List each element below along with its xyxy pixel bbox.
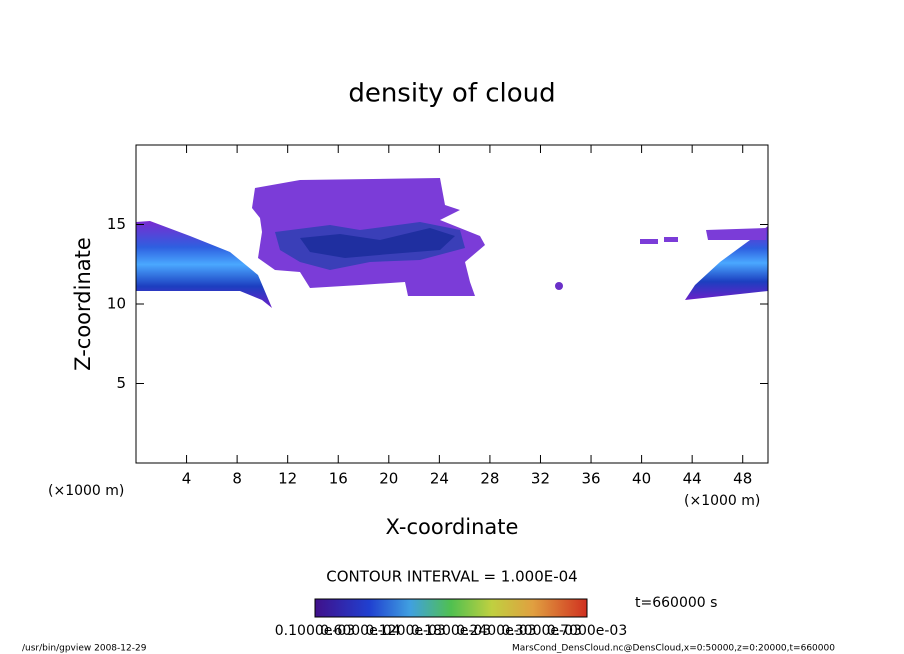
colorbar-label: 0.6000e-04 [320,623,401,639]
x-tick-label: 8 [232,470,242,488]
colorbar-label: 0.3000e-03 [501,623,581,639]
y-tick-label: 10 [107,295,126,313]
plot-frame [135,144,769,464]
x-tick-label: 32 [531,470,550,488]
x-tick-label: 48 [733,470,752,488]
contour-field [136,178,768,308]
x-tick-label: 40 [632,470,651,488]
colorbar-label: 0.1800e-03 [411,623,491,639]
colorbar [314,598,588,618]
footer-right: MarsCond_DensCloud.nc@DensCloud,x=0:5000… [512,644,835,654]
x-tick-label: 20 [379,470,398,488]
x-unit: (×1000 m) [48,483,124,499]
y-axis-label: Z-coordinate [71,237,95,371]
colorbar-label: 0.7000e-03 [547,623,627,639]
chart-title: density of cloud [348,79,555,109]
y-tick-label: 5 [116,374,126,392]
x-axis-label: X-coordinate [386,515,519,539]
contour-interval: CONTOUR INTERVAL = 1.000E-04 [326,568,577,586]
x-tick-label: 16 [329,470,348,488]
time-label: t=660000 s [635,595,717,611]
colorbar-labels: 0.1000e-030.6000e-040.1200e-030.1800e-03… [275,623,627,639]
x-tick-label: 4 [182,470,192,488]
x-tick-label: 24 [430,470,449,488]
x-tick-label: 44 [683,470,702,488]
footer-left: /usr/bin/gpview 2008-12-29 [22,644,147,654]
x-tick-label: 36 [581,470,600,488]
x-unit: (×1000 m) [684,493,760,509]
x-tick-label: 28 [480,470,499,488]
colorbar-label: 0.1200e-03 [365,623,445,639]
colorbar-label: 0.1000e-03 [275,623,355,639]
y-tick-label: 15 [107,215,126,233]
colorbar-label: 0.2400e-03 [456,623,536,639]
x-tick-label: 12 [278,470,297,488]
